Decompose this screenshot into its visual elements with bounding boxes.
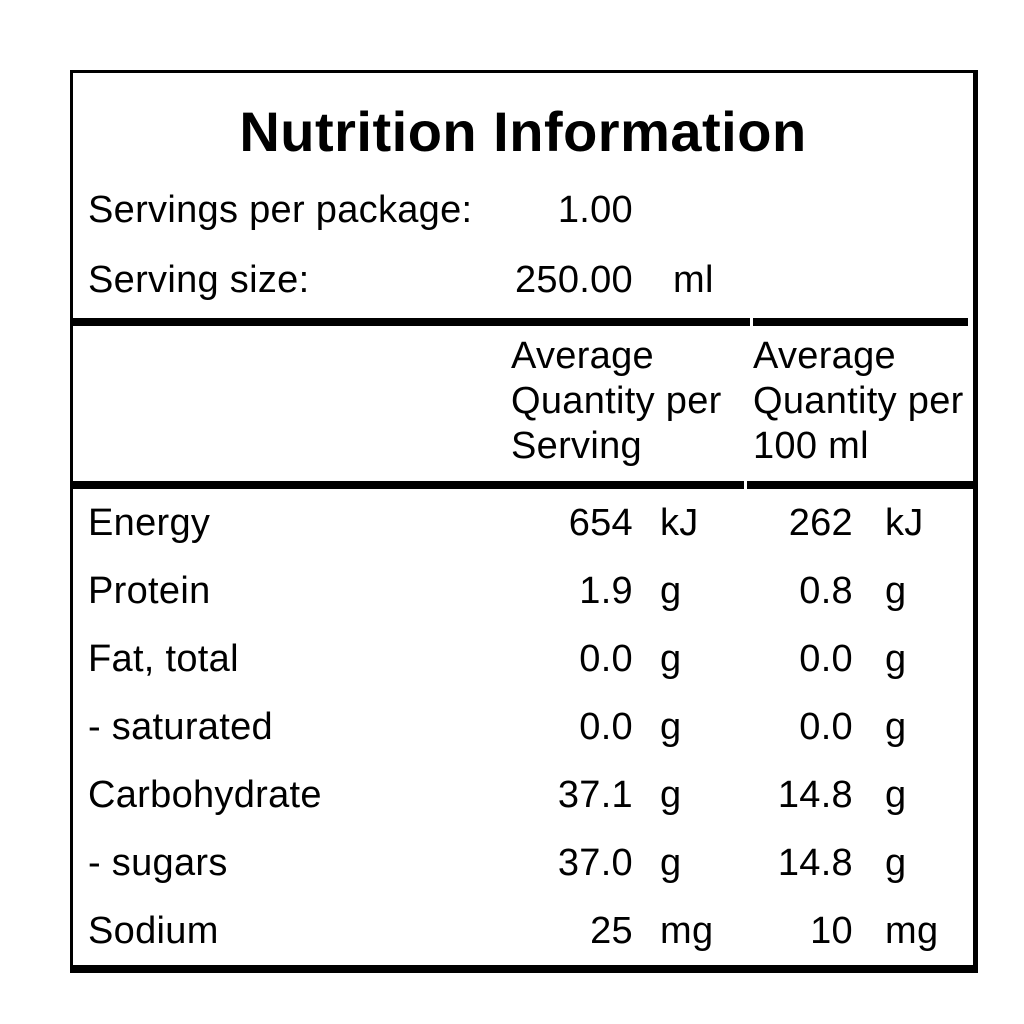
nutrient-name: Sodium bbox=[88, 909, 219, 952]
per-100ml-value: 0.0 bbox=[799, 705, 853, 748]
header-line: Quantity per bbox=[753, 380, 964, 422]
nutrient-row-saturated: - saturated 0.0 g 0.0 g bbox=[73, 693, 973, 761]
divider-notch bbox=[744, 481, 747, 489]
per-serving-value: 37.0 bbox=[557, 841, 633, 884]
per-serving-unit: g bbox=[660, 637, 682, 680]
nutrient-name: Energy bbox=[88, 501, 211, 544]
servings-per-package-value: 1.00 bbox=[557, 188, 633, 231]
label-title: Nutrition Information bbox=[239, 100, 807, 163]
per-serving-unit: g bbox=[660, 841, 682, 884]
servings-per-package-label: Servings per package: bbox=[88, 188, 473, 231]
nutrient-row-fat-total: Fat, total 0.0 g 0.0 g bbox=[73, 625, 973, 693]
nutrient-name: Carbohydrate bbox=[88, 773, 322, 816]
section-divider-top bbox=[73, 318, 968, 326]
serving-size-row: Serving size: 250.00 ml bbox=[73, 245, 973, 315]
per-serving-value: 654 bbox=[568, 501, 633, 544]
per-serving-unit: g bbox=[660, 705, 682, 748]
nutrient-name: Fat, total bbox=[88, 637, 239, 680]
per-serving-value: 1.9 bbox=[579, 569, 633, 612]
serving-size-unit: ml bbox=[673, 258, 714, 301]
header-empty-cell bbox=[73, 334, 511, 481]
per-100ml-value: 14.8 bbox=[777, 841, 853, 884]
table-header: Average Quantity per Serving Average Qua… bbox=[73, 326, 973, 481]
servings-per-package-row: Servings per package: 1.00 bbox=[73, 175, 973, 245]
nutrient-row-protein: Protein 1.9 g 0.8 g bbox=[73, 557, 973, 625]
header-line: Serving bbox=[511, 425, 642, 467]
nutrient-table: Energy 654 kJ 262 kJ Protein 1.9 g 0.8 g… bbox=[73, 489, 973, 965]
header-line: 100 ml bbox=[753, 425, 869, 467]
per-serving-value: 0.0 bbox=[579, 705, 633, 748]
column-header-per-100ml: Average Quantity per 100 ml bbox=[753, 334, 973, 481]
header-line: Average bbox=[753, 335, 896, 377]
section-divider-body bbox=[73, 481, 973, 489]
per-100ml-unit: kJ bbox=[885, 501, 924, 544]
per-100ml-value: 262 bbox=[788, 501, 853, 544]
nutrient-name: - saturated bbox=[88, 705, 273, 748]
header-line: Quantity per bbox=[511, 380, 722, 422]
divider-notch bbox=[750, 318, 753, 326]
per-100ml-unit: g bbox=[885, 569, 907, 612]
serving-size-value: 250.00 bbox=[514, 258, 633, 301]
nutrient-name: - sugars bbox=[88, 841, 228, 884]
per-100ml-value: 14.8 bbox=[777, 773, 853, 816]
per-serving-unit: kJ bbox=[660, 501, 699, 544]
per-serving-unit: mg bbox=[660, 909, 714, 952]
per-100ml-value: 0.0 bbox=[799, 637, 853, 680]
nutrient-row-carbohydrate: Carbohydrate 37.1 g 14.8 g bbox=[73, 761, 973, 829]
label-header-section: Nutrition Information Servings per packa… bbox=[73, 73, 973, 318]
per-100ml-unit: g bbox=[885, 705, 907, 748]
per-serving-unit: g bbox=[660, 773, 682, 816]
per-100ml-value: 10 bbox=[810, 909, 853, 952]
nutrient-row-sugars: - sugars 37.0 g 14.8 g bbox=[73, 829, 973, 897]
per-serving-value: 25 bbox=[590, 909, 633, 952]
per-serving-unit: g bbox=[660, 569, 682, 612]
header-line: Average bbox=[511, 335, 654, 377]
per-100ml-unit: g bbox=[885, 841, 907, 884]
nutrient-name: Protein bbox=[88, 569, 211, 612]
per-100ml-unit: g bbox=[885, 773, 907, 816]
serving-size-label: Serving size: bbox=[88, 258, 310, 301]
per-100ml-unit: g bbox=[885, 637, 907, 680]
nutrition-label: Nutrition Information Servings per packa… bbox=[70, 70, 978, 973]
nutrient-row-sodium: Sodium 25 mg 10 mg bbox=[73, 897, 973, 965]
column-header-per-serving: Average Quantity per Serving bbox=[511, 334, 753, 481]
per-serving-value: 37.1 bbox=[557, 773, 633, 816]
per-100ml-unit: mg bbox=[885, 909, 939, 952]
per-serving-value: 0.0 bbox=[579, 637, 633, 680]
nutrient-row-energy: Energy 654 kJ 262 kJ bbox=[73, 489, 973, 557]
per-100ml-value: 0.8 bbox=[799, 569, 853, 612]
